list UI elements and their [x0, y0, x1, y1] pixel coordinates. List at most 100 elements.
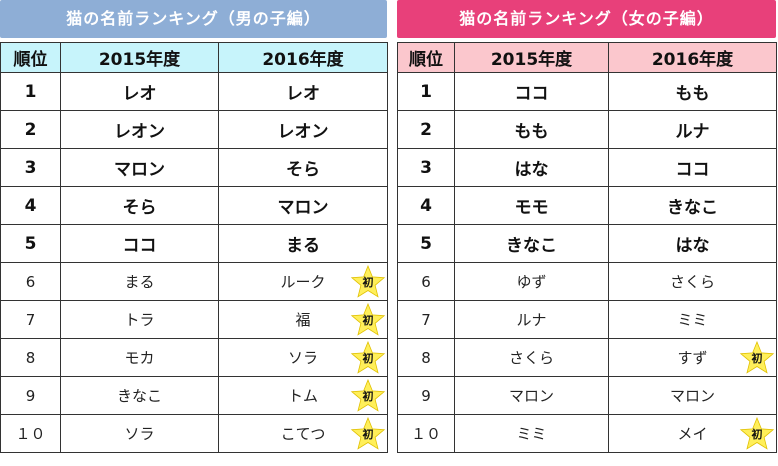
rank-text: 8 — [25, 348, 36, 367]
table-row: 9 マロン マロン — [397, 376, 777, 415]
first-time-badge-label: 初 — [751, 351, 763, 365]
name-2015-cell: きなこ — [60, 376, 219, 415]
rank-text: 8 — [421, 348, 431, 367]
female-ranking-panel: 猫の名前ランキング（女の子編） 順位 2015年度 2016年度 1 ココ もも 2 も… — [397, 0, 777, 453]
table-row: 2 もも ルナ — [397, 110, 777, 149]
table-row: 3 マロン そら — [0, 148, 388, 187]
name-2015-text: ソラ — [124, 425, 155, 443]
first-time-star-icon: 初 — [739, 416, 775, 451]
name-2015-text: モカ — [124, 349, 155, 367]
rank-cell: 4 — [397, 186, 455, 225]
table-row: 5 ココ まる — [0, 224, 388, 263]
name-2016-text: もも — [675, 84, 710, 104]
first-time-star-icon: 初 — [739, 340, 775, 375]
name-2015-text: さくら — [508, 349, 554, 367]
first-time-badge-label: 初 — [751, 427, 763, 441]
name-2015-text: きなこ — [506, 236, 557, 256]
name-2016-cell: レオ — [218, 72, 388, 111]
rank-text: 2 — [24, 119, 37, 140]
female-ranking-table: 順位 2015年度 2016年度 1 ココ もも 2 もも ルナ 3 はな ココ 4 モモ きなこ 5 き… — [397, 42, 777, 453]
rank-cell: 9 — [0, 376, 61, 415]
name-2015-text: ゆず — [516, 273, 547, 291]
name-2015-cell: ルナ — [454, 300, 609, 339]
name-2016-cell: きなこ — [608, 186, 777, 225]
name-2015-cell: きなこ — [454, 224, 609, 263]
first-time-star-icon: 初 — [350, 264, 386, 299]
rank-cell: 5 — [0, 224, 61, 263]
rank-cell: 4 — [0, 186, 61, 225]
first-time-star-icon: 初 — [350, 340, 386, 375]
rank-text: 4 — [420, 195, 432, 216]
name-2016-cell: レオン — [218, 110, 388, 149]
table-row: 8 さくら すず 初 — [397, 338, 777, 377]
name-2016-cell: まる — [218, 224, 388, 263]
rank-text: 1 — [420, 81, 432, 102]
name-2016-cell: トム 初 — [218, 376, 388, 415]
first-time-badge-label: 初 — [362, 275, 374, 289]
name-2016-cell: マロン — [608, 376, 777, 415]
male-ranking-panel: 猫の名前ランキング（男の子編） 順位 2015年度 2016年度 1 レオ レオ 2 レ… — [0, 0, 388, 453]
name-2016-cell: ソラ 初 — [218, 338, 388, 377]
table-row: 6 ゆず さくら — [397, 262, 777, 301]
name-2015-cell: ココ — [60, 224, 219, 263]
first-time-badge-label: 初 — [362, 427, 374, 441]
name-2016-cell: ルーク 初 — [218, 262, 388, 301]
rank-text: １０ — [410, 425, 441, 443]
name-2015-cell: ソラ — [60, 414, 219, 453]
name-2016-text: マロン — [669, 387, 715, 405]
name-2015-text: ミミ — [516, 425, 547, 443]
first-time-badge-label: 初 — [362, 351, 374, 365]
name-2016-text: そら — [286, 160, 320, 180]
header-2015: 2015年度 — [60, 42, 219, 73]
name-2016-cell: メイ 初 — [608, 414, 777, 453]
name-2016-text: すず — [677, 349, 708, 367]
name-2016-text: ミミ — [677, 311, 708, 329]
name-2015-text: はな — [514, 160, 549, 180]
rank-cell: 3 — [397, 148, 455, 187]
name-2015-text: レオ — [122, 84, 157, 104]
rank-text: 7 — [25, 310, 36, 329]
table-header-row: 順位 2015年度 2016年度 — [397, 42, 777, 73]
name-2015-text: きなこ — [116, 387, 162, 405]
name-2016-cell: はな — [608, 224, 777, 263]
name-2015-text: ココ — [514, 84, 549, 104]
rank-text: 6 — [421, 272, 431, 291]
name-2015-cell: レオン — [60, 110, 219, 149]
table-row: １０ ソラ こてつ 初 — [0, 414, 388, 453]
name-2016-cell: こてつ 初 — [218, 414, 388, 453]
rank-text: 6 — [25, 272, 36, 291]
name-2015-text: そら — [122, 198, 157, 218]
name-2015-text: マロン — [114, 160, 165, 180]
name-2016-cell: すず 初 — [608, 338, 777, 377]
name-2015-text: マロン — [508, 387, 554, 405]
header-2015: 2015年度 — [454, 42, 609, 73]
name-2016-text: さくら — [669, 273, 715, 291]
header-rank: 順位 — [397, 42, 455, 73]
rank-cell: 7 — [0, 300, 61, 339]
table-row: 2 レオン レオン — [0, 110, 388, 149]
table-row: 1 ココ もも — [397, 72, 777, 111]
name-2015-text: ココ — [122, 236, 157, 256]
rank-cell: 8 — [0, 338, 61, 377]
first-time-star-icon: 初 — [350, 416, 386, 451]
rank-cell: 9 — [397, 376, 455, 415]
name-2016-text: レオン — [277, 122, 329, 142]
rank-cell: 8 — [397, 338, 455, 377]
rank-cell: １０ — [397, 414, 455, 453]
name-2015-text: ルナ — [516, 311, 547, 329]
name-2016-text: マロン — [277, 198, 329, 218]
name-2016-cell: 福初 — [218, 300, 388, 339]
name-2015-cell: はな — [454, 148, 609, 187]
name-2015-text: トラ — [124, 311, 155, 329]
table-row: 3 はな ココ — [397, 148, 777, 187]
name-2016-cell: さくら — [608, 262, 777, 301]
name-2016-cell: ルナ — [608, 110, 777, 149]
name-2015-cell: そら — [60, 186, 219, 225]
header-2016: 2016年度 — [608, 42, 777, 73]
table-row: 4 そら マロン — [0, 186, 388, 225]
name-2015-cell: まる — [60, 262, 219, 301]
name-2015-cell: トラ — [60, 300, 219, 339]
male-ranking-table: 順位 2015年度 2016年度 1 レオ レオ 2 レオン レオン 3 マロン そら 4 そら マロ… — [0, 42, 388, 453]
rank-text: 3 — [420, 157, 432, 178]
rank-cell: 7 — [397, 300, 455, 339]
